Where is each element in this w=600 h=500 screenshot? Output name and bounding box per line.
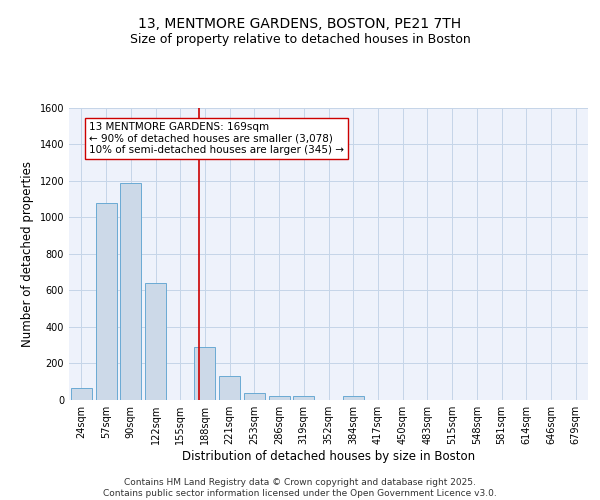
- Bar: [269, 396, 290, 400]
- Bar: [71, 388, 92, 400]
- Text: 13 MENTMORE GARDENS: 169sqm
← 90% of detached houses are smaller (3,078)
10% of : 13 MENTMORE GARDENS: 169sqm ← 90% of det…: [89, 122, 344, 156]
- Text: Size of property relative to detached houses in Boston: Size of property relative to detached ho…: [130, 32, 470, 46]
- Bar: [145, 283, 166, 400]
- X-axis label: Distribution of detached houses by size in Boston: Distribution of detached houses by size …: [182, 450, 475, 463]
- Bar: [120, 184, 141, 400]
- Bar: [219, 376, 240, 400]
- Bar: [194, 347, 215, 400]
- Bar: [95, 202, 116, 400]
- Bar: [293, 396, 314, 400]
- Text: 13, MENTMORE GARDENS, BOSTON, PE21 7TH: 13, MENTMORE GARDENS, BOSTON, PE21 7TH: [139, 18, 461, 32]
- Y-axis label: Number of detached properties: Number of detached properties: [21, 161, 34, 347]
- Bar: [343, 396, 364, 400]
- Bar: [244, 392, 265, 400]
- Text: Contains HM Land Registry data © Crown copyright and database right 2025.
Contai: Contains HM Land Registry data © Crown c…: [103, 478, 497, 498]
